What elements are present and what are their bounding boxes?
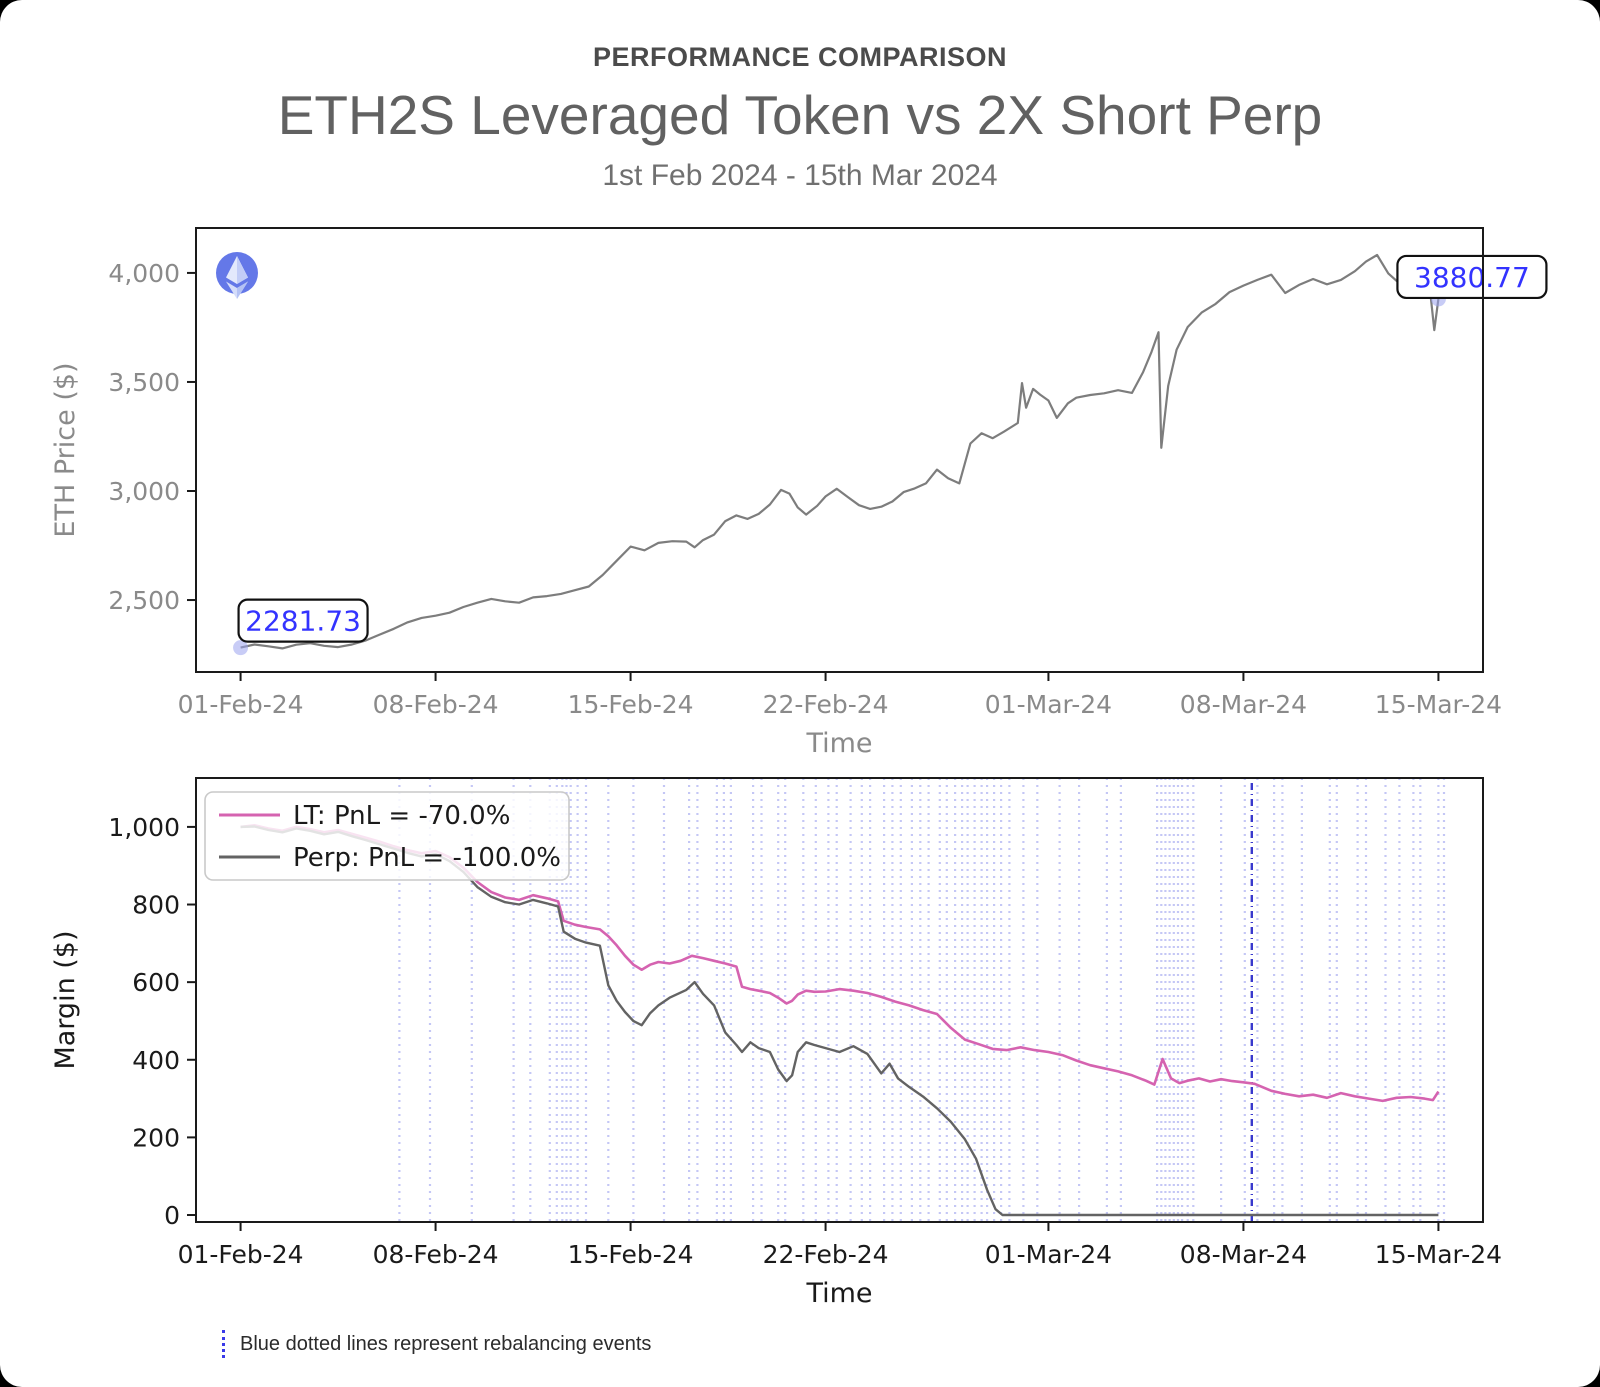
eyebrow-title: PERFORMANCE COMPARISON: [592, 42, 1007, 72]
svg-text:01-Feb-24: 01-Feb-24: [178, 1240, 304, 1269]
svg-text:08-Mar-24: 08-Mar-24: [1180, 1240, 1307, 1269]
svg-text:22-Feb-24: 22-Feb-24: [763, 690, 889, 719]
svg-text:15-Feb-24: 15-Feb-24: [568, 690, 694, 719]
svg-text:01-Mar-24: 01-Mar-24: [985, 1240, 1112, 1269]
footnote: Blue dotted lines represent rebalancing …: [222, 1330, 651, 1358]
svg-text:2281.73: 2281.73: [245, 605, 361, 638]
svg-text:Time: Time: [805, 728, 872, 759]
svg-text:2,500: 2,500: [108, 586, 180, 615]
page-title: ETH2S Leveraged Token vs 2X Short Perp: [277, 84, 1323, 146]
svg-text:3,500: 3,500: [108, 368, 180, 397]
svg-text:400: 400: [132, 1046, 180, 1075]
svg-text:3880.77: 3880.77: [1414, 261, 1530, 294]
margin-chart: LT: PnL = -70.0% Perp: PnL = -100.0% 01-Fe…: [50, 777, 1502, 1309]
svg-text:Perp: PnL = -100.0%: Perp: PnL = -100.0%: [293, 843, 561, 873]
svg-text:15-Feb-24: 15-Feb-24: [568, 1240, 694, 1269]
svg-text:15-Mar-24: 15-Mar-24: [1375, 1240, 1502, 1269]
svg-text:800: 800: [132, 891, 180, 920]
svg-text:15-Mar-24: 15-Mar-24: [1375, 690, 1502, 719]
eth-price-chart: 2281.73 3880.77 01-Feb-24 08-Feb-24 15-Feb-2…: [50, 227, 1548, 759]
svg-text:08-Mar-24: 08-Mar-24: [1180, 690, 1307, 719]
svg-text:08-Feb-24: 08-Feb-24: [373, 690, 499, 719]
svg-text:200: 200: [132, 1123, 180, 1152]
svg-text:08-Feb-24: 08-Feb-24: [373, 1240, 499, 1269]
svg-text:Margin ($): Margin ($): [50, 930, 81, 1069]
svg-text:1,000: 1,000: [108, 813, 180, 842]
svg-text:600: 600: [132, 968, 180, 997]
svg-text:0: 0: [164, 1201, 180, 1230]
date-range-subtitle: 1st Feb 2024 - 15th Mar 2024: [602, 159, 998, 192]
footnote-text: Blue dotted lines represent rebalancing …: [240, 1332, 652, 1355]
svg-text:4,000: 4,000: [108, 259, 180, 288]
svg-text:01-Feb-24: 01-Feb-24: [178, 690, 304, 719]
svg-text:01-Mar-24: 01-Mar-24: [985, 690, 1112, 719]
rebalance-line-sample-icon: [222, 1330, 225, 1358]
svg-text:ETH Price ($): ETH Price ($): [50, 362, 81, 537]
svg-text:LT: PnL = -70.0%: LT: PnL = -70.0%: [293, 801, 510, 831]
svg-text:Time: Time: [805, 1278, 872, 1309]
svg-text:3,000: 3,000: [108, 477, 180, 506]
chart-header: PERFORMANCE COMPARISON ETH2S Leveraged T…: [0, 0, 1600, 193]
svg-text:22-Feb-24: 22-Feb-24: [763, 1240, 889, 1269]
